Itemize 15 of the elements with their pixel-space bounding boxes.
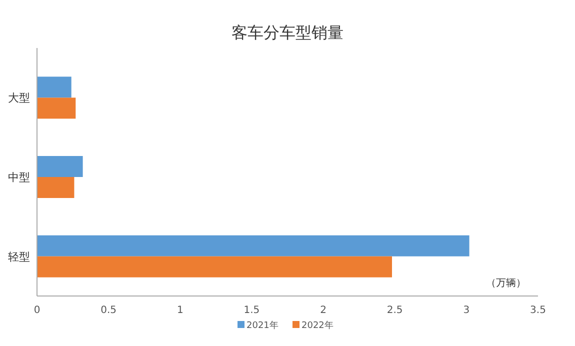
- x-tick-label: 2.5: [386, 305, 403, 316]
- x-tick-label: 1: [176, 305, 184, 316]
- y-tick-label: 大型: [8, 92, 30, 105]
- x-tick-label: 1.5: [244, 305, 260, 316]
- y-tick-label: 轻型: [8, 250, 30, 264]
- x-tick-label: 2: [320, 305, 326, 316]
- annotation: （万辆）: [486, 277, 526, 289]
- chart-title: 客车分车型销量: [232, 24, 344, 42]
- legend-label: 2022年: [302, 320, 334, 331]
- x-tick-label: 0: [34, 305, 40, 316]
- x-tick-label: 3.5: [530, 305, 546, 316]
- x-tick-label: 0.5: [100, 305, 117, 316]
- x-tick-label: 3: [463, 305, 470, 316]
- legend-label: 2021年: [246, 320, 278, 331]
- y-tick-label: 中型: [8, 171, 30, 184]
